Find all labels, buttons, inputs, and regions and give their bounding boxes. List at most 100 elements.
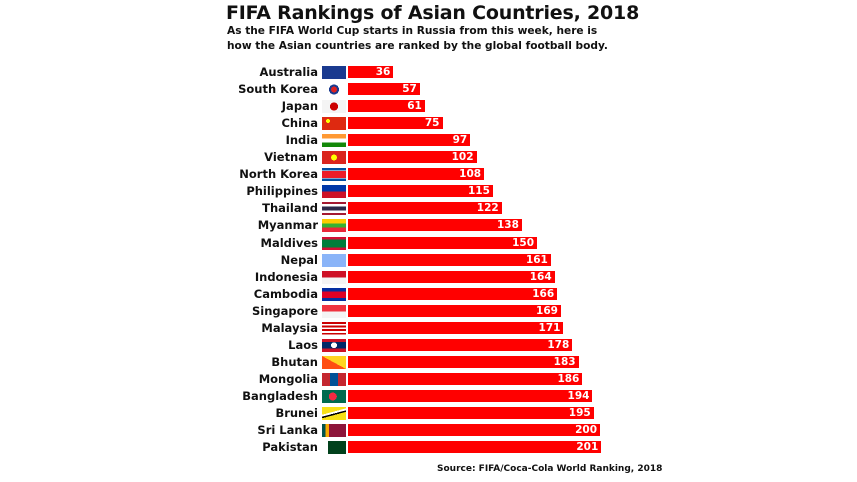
- vietnam-flag-icon: [322, 151, 346, 165]
- bar: 178: [348, 338, 573, 351]
- bar-row: Thailand 122: [0, 201, 857, 216]
- category-label: Mongolia: [258, 371, 318, 386]
- sri-lanka-flag-icon: [322, 424, 346, 438]
- bar-row: Cambodia 166: [0, 287, 857, 301]
- data-label: 200: [575, 424, 597, 437]
- category-label: South Korea: [238, 82, 318, 97]
- data-label: 161: [525, 253, 548, 266]
- bar: 195: [348, 407, 594, 419]
- thailand-flag-icon: [322, 202, 346, 216]
- bar: 36: [348, 66, 394, 78]
- bar: 102: [348, 151, 477, 164]
- australia-flag-icon: [322, 66, 346, 79]
- category-label: Thailand: [262, 201, 318, 216]
- source-note: Source: FIFA/Coca-Cola World Ranking, 20…: [437, 464, 663, 474]
- data-label: 201: [576, 441, 599, 454]
- chart-subtitle: As the FIFA World Cup starts in Russia f…: [227, 24, 608, 54]
- category-label: North Korea: [239, 167, 318, 182]
- bar-row: Malaysia 171: [0, 321, 857, 335]
- bar: 200: [348, 424, 600, 437]
- bar-row: Mongolia 186: [0, 372, 857, 386]
- north-korea-flag-icon: [322, 168, 346, 182]
- south-korea-flag-icon: [322, 83, 346, 97]
- bar: 97: [348, 134, 471, 147]
- data-label: 194: [567, 389, 590, 402]
- bar: 138: [348, 219, 522, 232]
- category-label: Sri Lanka: [257, 423, 318, 438]
- laos-flag-icon: [322, 338, 346, 352]
- bar-row: India 97: [0, 133, 857, 148]
- bar-row: Nepal 161: [0, 253, 857, 267]
- bar-row: Pakistan 201: [0, 440, 857, 455]
- bar: 161: [348, 253, 551, 266]
- data-label: 61: [407, 100, 422, 113]
- bar: 57: [348, 83, 420, 96]
- category-label: Nepal: [280, 252, 318, 267]
- data-label: 138: [496, 219, 519, 232]
- category-label: Japan: [281, 99, 318, 114]
- data-label: 57: [402, 83, 417, 96]
- bar-row: Laos 178: [0, 338, 857, 352]
- data-label: 166: [532, 287, 555, 300]
- bar-row: South Korea 57: [0, 82, 857, 97]
- bar: 75: [348, 117, 443, 130]
- bar: 115: [348, 185, 493, 198]
- category-label: Cambodia: [253, 286, 318, 301]
- nepal-flag-icon: [322, 253, 346, 267]
- category-label: Bhutan: [271, 354, 318, 369]
- pakistan-flag-icon: [322, 441, 346, 455]
- data-label: 169: [536, 304, 558, 317]
- indonesia-flag-icon: [322, 270, 346, 284]
- subtitle-line: As the FIFA World Cup starts in Russia f…: [227, 25, 598, 37]
- data-label: 183: [553, 355, 576, 368]
- category-label: Maldives: [260, 235, 318, 250]
- category-label: Laos: [288, 337, 318, 352]
- category-label: Australia: [259, 65, 318, 79]
- data-label: 97: [452, 134, 468, 147]
- bar: 166: [348, 287, 558, 300]
- data-label: 75: [424, 117, 440, 130]
- malaysia-flag-icon: [322, 321, 346, 335]
- data-label: 115: [467, 185, 490, 198]
- data-label: 108: [459, 168, 482, 181]
- bar: 150: [348, 236, 537, 249]
- data-label: 178: [547, 338, 570, 351]
- bar-row: Maldives 150: [0, 236, 857, 250]
- bar: 194: [348, 389, 593, 402]
- bar: 61: [348, 100, 425, 113]
- category-label: Indonesia: [254, 269, 318, 284]
- data-label: 36: [375, 66, 391, 78]
- bar: 122: [348, 202, 502, 215]
- bar-row: Indonesia 164: [0, 270, 857, 284]
- bar-row: North Korea 108: [0, 167, 857, 182]
- bar: 164: [348, 270, 555, 283]
- bar-row: Vietnam 102: [0, 150, 857, 165]
- bar-row: Bhutan 183: [0, 355, 857, 369]
- subtitle-line: how the Asian countries are ranked by th…: [227, 40, 608, 52]
- category-label: Philippines: [246, 184, 318, 199]
- singapore-flag-icon: [322, 304, 346, 318]
- category-label: Brunei: [275, 406, 318, 420]
- category-label: Singapore: [251, 303, 318, 318]
- category-label: India: [285, 133, 318, 148]
- philippines-flag-icon: [322, 185, 346, 199]
- category-label: Vietnam: [264, 150, 318, 165]
- bar: 169: [348, 304, 561, 317]
- bar-row: Singapore 169: [0, 304, 857, 318]
- data-label: 122: [476, 202, 499, 215]
- bar-row: Myanmar 138: [0, 218, 857, 233]
- bar-row: Sri Lanka 200: [0, 423, 857, 438]
- brunei-flag-icon: [322, 407, 346, 420]
- myanmar-flag-icon: [322, 219, 346, 233]
- maldives-flag-icon: [322, 236, 346, 250]
- bar: 183: [348, 355, 579, 368]
- china-flag-icon: [322, 117, 346, 131]
- bar: 201: [348, 441, 602, 454]
- mongolia-flag-icon: [322, 372, 346, 386]
- bar-row: Brunei 195: [0, 406, 857, 420]
- bar-row: Bangladesh 194: [0, 389, 857, 403]
- bar: 171: [348, 321, 564, 334]
- cambodia-flag-icon: [322, 287, 346, 301]
- category-label: Malaysia: [261, 320, 318, 335]
- india-flag-icon: [322, 134, 346, 148]
